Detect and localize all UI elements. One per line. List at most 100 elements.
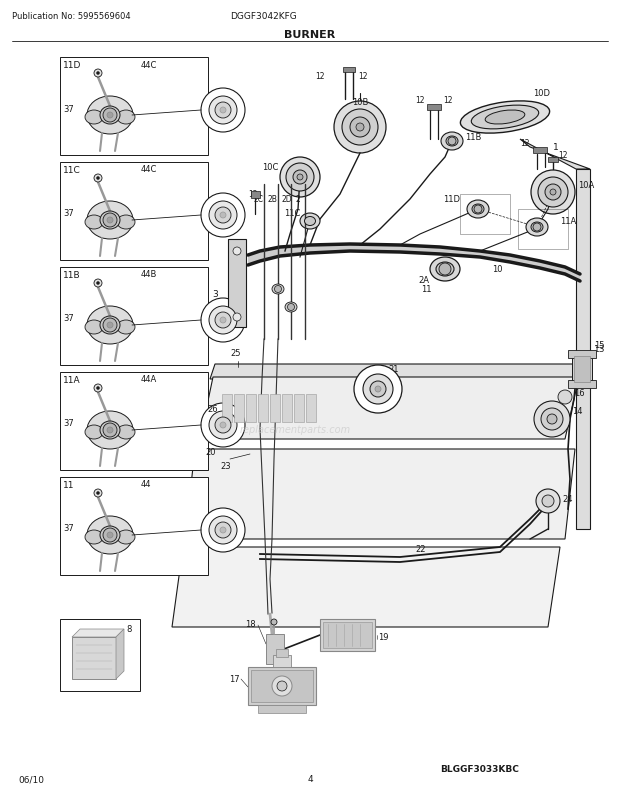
Bar: [222, 395, 232, 423]
Text: 11D: 11D: [443, 195, 460, 205]
Ellipse shape: [436, 263, 454, 277]
Circle shape: [363, 375, 393, 404]
Ellipse shape: [85, 216, 103, 229]
Circle shape: [350, 118, 370, 138]
Text: 10D: 10D: [533, 89, 550, 98]
Text: BLGGF3033KBC: BLGGF3033KBC: [440, 764, 519, 773]
Text: 17: 17: [229, 674, 240, 683]
Circle shape: [272, 676, 292, 696]
Circle shape: [201, 194, 245, 237]
Text: 47: 47: [218, 318, 229, 327]
Ellipse shape: [300, 214, 320, 229]
Text: 13: 13: [594, 345, 606, 354]
Text: Publication No: 5995569604: Publication No: 5995569604: [12, 12, 131, 21]
Text: 4: 4: [307, 775, 313, 784]
Circle shape: [201, 403, 245, 448]
Circle shape: [342, 110, 378, 146]
Text: 44C: 44C: [141, 60, 157, 70]
Circle shape: [356, 124, 364, 132]
Text: 19: 19: [378, 633, 389, 642]
Circle shape: [103, 423, 117, 437]
Ellipse shape: [531, 223, 543, 233]
Circle shape: [94, 70, 102, 78]
Circle shape: [94, 280, 102, 288]
Ellipse shape: [272, 285, 284, 294]
Text: 10B: 10B: [352, 98, 368, 107]
Bar: [276, 649, 288, 657]
Bar: [270, 395, 280, 423]
Circle shape: [107, 322, 113, 329]
Polygon shape: [116, 630, 124, 679]
Ellipse shape: [117, 426, 135, 439]
Circle shape: [107, 427, 113, 433]
Bar: [258, 705, 306, 713]
Circle shape: [277, 681, 287, 691]
Bar: [60, 373, 208, 471]
Ellipse shape: [117, 216, 135, 229]
Circle shape: [370, 382, 386, 398]
Circle shape: [271, 619, 277, 626]
Text: 11: 11: [422, 285, 432, 294]
Circle shape: [107, 533, 113, 538]
Circle shape: [558, 391, 572, 404]
Ellipse shape: [87, 516, 133, 554]
Circle shape: [220, 107, 226, 114]
Text: 16: 16: [574, 389, 585, 398]
Circle shape: [354, 366, 402, 414]
Polygon shape: [248, 245, 580, 282]
Text: 25: 25: [230, 349, 241, 358]
Circle shape: [209, 306, 237, 334]
Text: 20: 20: [205, 448, 216, 456]
Text: 12: 12: [248, 190, 257, 199]
Circle shape: [103, 214, 117, 228]
Bar: [60, 477, 208, 575]
Text: 2C: 2C: [254, 195, 264, 204]
Text: 11D: 11D: [63, 61, 81, 70]
Text: 12: 12: [558, 151, 567, 160]
Bar: [60, 268, 208, 366]
Circle shape: [97, 387, 99, 390]
Text: 47: 47: [218, 423, 229, 432]
Circle shape: [220, 318, 226, 323]
Circle shape: [293, 171, 307, 184]
Circle shape: [286, 164, 314, 192]
Bar: [574, 357, 590, 383]
Polygon shape: [520, 140, 590, 170]
Circle shape: [97, 72, 99, 75]
Circle shape: [215, 208, 231, 224]
Bar: [533, 148, 547, 154]
Circle shape: [541, 408, 563, 431]
Ellipse shape: [100, 107, 120, 125]
Text: 06/10: 06/10: [18, 775, 44, 784]
Bar: [568, 380, 596, 388]
Text: 12: 12: [316, 72, 325, 81]
Text: 44C: 44C: [141, 165, 157, 174]
Bar: [234, 395, 244, 423]
Polygon shape: [172, 547, 560, 627]
Ellipse shape: [87, 411, 133, 449]
Bar: [60, 619, 140, 691]
Text: DGGF3042KFG: DGGF3042KFG: [230, 12, 297, 21]
Ellipse shape: [472, 205, 484, 215]
Bar: [306, 395, 316, 423]
Polygon shape: [72, 630, 124, 638]
Text: 37: 37: [63, 524, 74, 533]
Text: 24: 24: [562, 495, 572, 504]
Circle shape: [538, 178, 568, 208]
Text: 11C: 11C: [63, 166, 81, 175]
Text: 44A: 44A: [141, 375, 157, 384]
Text: 1: 1: [553, 144, 559, 152]
Ellipse shape: [117, 111, 135, 125]
Circle shape: [220, 213, 226, 219]
Circle shape: [209, 202, 237, 229]
Circle shape: [201, 508, 245, 553]
Circle shape: [103, 109, 117, 123]
Text: 2: 2: [295, 195, 299, 204]
Bar: [576, 170, 590, 529]
Circle shape: [215, 103, 231, 119]
Bar: [72, 638, 116, 679]
Text: 37: 37: [63, 419, 74, 428]
Circle shape: [201, 298, 245, 342]
Text: 12: 12: [415, 96, 425, 105]
Circle shape: [215, 313, 231, 329]
